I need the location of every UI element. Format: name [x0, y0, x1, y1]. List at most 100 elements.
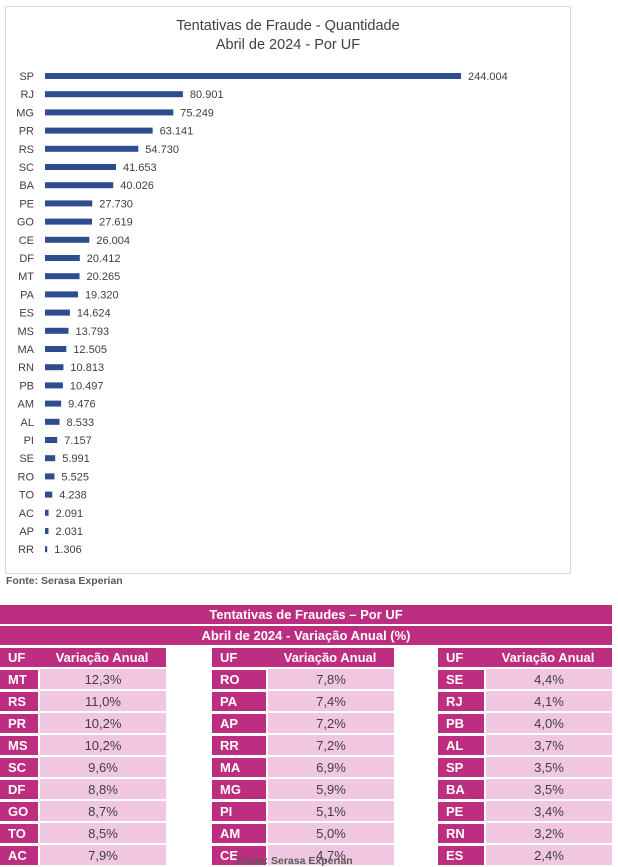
- table-source: Fonte: Serasa Experian: [236, 855, 353, 867]
- uf-cell: ES: [438, 845, 484, 865]
- variation-table-2: UF Variação Anual RO 7,8% PA 7,4% AP 7,2% RR 7,…: [212, 646, 394, 867]
- variation-cell: 7,2%: [266, 713, 394, 733]
- category-label: RN: [18, 362, 34, 374]
- category-label: TO: [19, 490, 35, 502]
- value-label: 75.249: [180, 107, 214, 119]
- bar-ap: [45, 528, 49, 534]
- variation-cell: 7,9%: [38, 845, 166, 865]
- bar-al: [45, 418, 60, 425]
- category-label: MA: [18, 344, 35, 356]
- table-row: AP 7,2%: [212, 713, 394, 733]
- value-label: 2.091: [56, 508, 84, 520]
- bar-mg: [45, 109, 174, 116]
- value-label: 5.991: [62, 453, 90, 465]
- value-label: 7.157: [64, 435, 92, 447]
- value-label: 4.238: [59, 490, 87, 502]
- table-row: ES 2,4%: [438, 845, 612, 865]
- table-row: SE 4,4%: [438, 669, 612, 689]
- table-row: RO 7,8%: [212, 669, 394, 689]
- variation-cell: 5,1%: [266, 801, 394, 821]
- value-label: 10.497: [70, 380, 104, 392]
- variation-header: Variação Anual: [266, 648, 394, 667]
- table-row: DF 8,8%: [0, 779, 166, 799]
- value-label: 27.730: [99, 198, 133, 210]
- value-label: 1.306: [54, 544, 82, 556]
- category-label: PB: [19, 380, 34, 392]
- bar-rs: [45, 145, 139, 152]
- table-row: RN 3,2%: [438, 823, 612, 843]
- chart-title: Tentativas de Fraude - Quantidade: [176, 18, 399, 34]
- value-label: 2.031: [55, 526, 83, 538]
- bar-rj: [45, 91, 183, 98]
- variation-cell: 3,4%: [484, 801, 612, 821]
- uf-cell: PR: [0, 713, 38, 733]
- value-label: 19.320: [85, 289, 119, 301]
- table-row: MA 6,9%: [212, 757, 394, 777]
- bar-rr: [45, 546, 48, 553]
- bar-es: [45, 309, 70, 316]
- uf-cell: AP: [212, 713, 266, 733]
- variation-cell: 6,9%: [266, 757, 394, 777]
- value-label: 5.525: [61, 471, 89, 483]
- variation-cell: 12,3%: [38, 669, 166, 689]
- bar-to: [45, 491, 53, 498]
- bar-sc: [45, 164, 117, 170]
- category-label: RO: [18, 471, 35, 483]
- bar-ms: [45, 327, 69, 334]
- variation-cell: 3,5%: [484, 779, 612, 799]
- table-row: AL 3,7%: [438, 735, 612, 755]
- bar-go: [45, 218, 93, 225]
- category-label: CE: [19, 235, 34, 247]
- category-label: MT: [18, 271, 34, 283]
- uf-cell: RN: [438, 823, 484, 843]
- table-row: AC 7,9%: [0, 845, 166, 865]
- variation-cell: 8,5%: [38, 823, 166, 843]
- variation-cell: 3,7%: [484, 735, 612, 755]
- uf-cell: RR: [212, 735, 266, 755]
- uf-cell: PE: [438, 801, 484, 821]
- uf-cell: RS: [0, 691, 38, 711]
- variation-cell: 9,6%: [38, 757, 166, 777]
- bar-ba: [45, 182, 114, 189]
- bar-pb: [45, 382, 63, 389]
- uf-cell: BA: [438, 779, 484, 799]
- value-label: 13.793: [76, 326, 110, 338]
- category-label: SP: [19, 71, 34, 83]
- category-label: SC: [19, 162, 34, 174]
- variation-cell: 4,7%: [266, 845, 394, 865]
- value-label: 80.901: [190, 89, 224, 101]
- table-row: RS 11,0%: [0, 691, 166, 711]
- category-label: ES: [19, 308, 34, 320]
- value-label: 244.004: [468, 71, 508, 83]
- value-label: 10.813: [70, 362, 104, 374]
- uf-cell: PB: [438, 713, 484, 733]
- category-label: RJ: [21, 89, 34, 101]
- variation-table-1: UF Variação Anual MT 12,3% RS 11,0% PR 10,2% M…: [0, 646, 166, 867]
- table-row: AM 5,0%: [212, 823, 394, 843]
- variation-cell: 11,0%: [38, 691, 166, 711]
- chart-source: Fonte: Serasa Experian: [6, 575, 123, 587]
- value-label: 8.533: [67, 417, 95, 429]
- value-label: 9.476: [68, 399, 96, 411]
- table-row: TO 8,5%: [0, 823, 166, 843]
- bar-mt: [45, 273, 80, 280]
- category-label: PA: [20, 289, 35, 301]
- category-label: PI: [24, 435, 34, 447]
- category-label: RR: [18, 544, 34, 556]
- variation-cell: 2,4%: [484, 845, 612, 865]
- table-row: PI 5,1%: [212, 801, 394, 821]
- variation-header: Variação Anual: [38, 648, 166, 667]
- category-label: AM: [18, 399, 35, 411]
- category-label: PE: [19, 198, 34, 210]
- uf-cell: AL: [438, 735, 484, 755]
- value-label: 40.026: [120, 180, 154, 192]
- uf-cell: PA: [212, 691, 266, 711]
- category-label: SE: [19, 453, 34, 465]
- table-row: PR 10,2%: [0, 713, 166, 733]
- variation-cell: 8,8%: [38, 779, 166, 799]
- value-label: 54.730: [145, 144, 179, 156]
- value-label: 41.653: [123, 162, 157, 174]
- uf-cell: AM: [212, 823, 266, 843]
- value-label: 63.141: [160, 126, 194, 138]
- table-row: RJ 4,1%: [438, 691, 612, 711]
